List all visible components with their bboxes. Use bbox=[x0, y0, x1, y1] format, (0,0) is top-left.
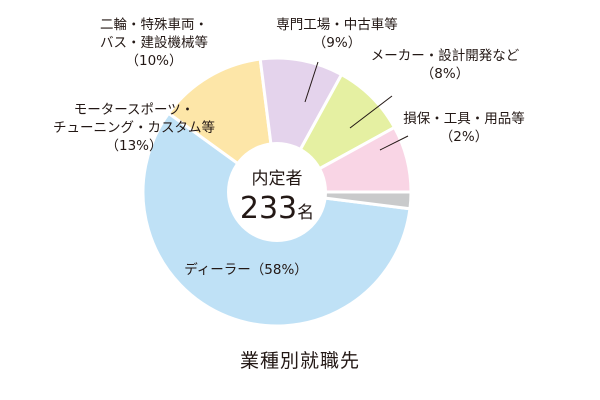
leader-lines bbox=[304, 61, 409, 151]
slice-label-line: （10%） bbox=[125, 53, 182, 69]
slice-label-line: メーカー・設計開発など bbox=[371, 48, 520, 64]
slice-label-5: 損保・工具・用品等 （2%） bbox=[403, 110, 525, 145]
center-count: 233名 bbox=[240, 191, 314, 226]
slice-label-line: 専門工場・中古車等 bbox=[276, 16, 398, 33]
slice-labels: ディーラー（58%） モータースポーツ・チューニング・カスタム等 （13%） 二輪・特… bbox=[53, 16, 525, 278]
slice-label-line: （9%） bbox=[313, 35, 361, 51]
slice-label-line: （13%） bbox=[105, 138, 162, 154]
leader-line-1 bbox=[349, 95, 393, 129]
slice-label-line: 二輪・特殊車両・ bbox=[100, 16, 208, 33]
slice-label-4: メーカー・設計開発など （8%） bbox=[371, 48, 520, 82]
slice-label-line: 損保・工具・用品等 bbox=[403, 110, 525, 127]
slice-label-3: 専門工場・中古車等 （9%） bbox=[276, 16, 398, 51]
slice-label-2: 二輪・特殊車両・バス・建設機械等 （10%） bbox=[100, 16, 208, 69]
center-label: 内定者 bbox=[252, 169, 303, 189]
slice-label-1: モータースポーツ・チューニング・カスタム等 （13%） bbox=[53, 102, 215, 154]
center-unit: 名 bbox=[297, 203, 314, 223]
slice-label-line: モータースポーツ・ bbox=[74, 102, 195, 118]
chart-title: 業種別就職先 bbox=[239, 350, 360, 372]
slice-label-line: （2%） bbox=[440, 129, 488, 145]
leader-line-0 bbox=[304, 61, 319, 103]
center-number: 233 bbox=[240, 191, 297, 226]
slice-label-0: ディーラー（58%） bbox=[184, 261, 308, 278]
slice-label-line: バス・建設機械等 bbox=[100, 34, 208, 51]
leader-line-2 bbox=[379, 135, 409, 151]
slice-label-line: チューニング・カスタム等 bbox=[53, 119, 215, 136]
slice-label-line: （8%） bbox=[421, 66, 469, 82]
center-circle bbox=[227, 142, 327, 242]
